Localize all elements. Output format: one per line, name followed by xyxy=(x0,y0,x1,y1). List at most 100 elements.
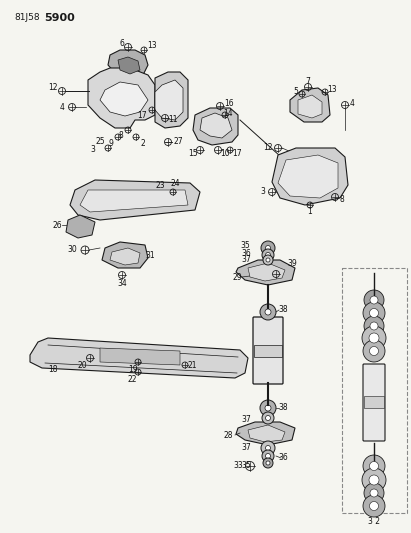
Text: 38: 38 xyxy=(278,305,288,314)
Text: 3: 3 xyxy=(261,188,266,197)
Text: 12: 12 xyxy=(263,143,273,152)
Circle shape xyxy=(363,302,385,324)
Text: 2: 2 xyxy=(141,139,145,148)
Text: 38: 38 xyxy=(278,403,288,413)
Text: 39: 39 xyxy=(287,259,297,268)
Text: 29: 29 xyxy=(232,272,242,281)
Polygon shape xyxy=(248,425,285,442)
Text: 37: 37 xyxy=(241,443,251,453)
Circle shape xyxy=(364,290,384,310)
Circle shape xyxy=(370,322,378,330)
Circle shape xyxy=(262,412,274,424)
Text: 18: 18 xyxy=(48,366,58,375)
Circle shape xyxy=(262,450,274,462)
Polygon shape xyxy=(298,95,322,118)
Polygon shape xyxy=(278,155,338,198)
Polygon shape xyxy=(30,338,248,378)
Text: 3 2: 3 2 xyxy=(368,516,380,526)
Polygon shape xyxy=(248,263,285,281)
Circle shape xyxy=(263,458,273,468)
Text: 27: 27 xyxy=(173,138,183,147)
Circle shape xyxy=(370,296,378,304)
Polygon shape xyxy=(102,242,148,268)
Text: 35: 35 xyxy=(241,461,251,470)
Polygon shape xyxy=(100,82,148,116)
Text: 22: 22 xyxy=(127,376,137,384)
Circle shape xyxy=(266,258,270,262)
Text: 37: 37 xyxy=(241,255,251,264)
Text: 34: 34 xyxy=(117,279,127,287)
Circle shape xyxy=(369,309,379,318)
FancyBboxPatch shape xyxy=(254,345,282,357)
Polygon shape xyxy=(70,180,200,220)
Polygon shape xyxy=(236,422,295,445)
FancyBboxPatch shape xyxy=(364,396,384,408)
Circle shape xyxy=(362,326,386,350)
Text: 10: 10 xyxy=(220,149,230,157)
Circle shape xyxy=(266,446,270,450)
Circle shape xyxy=(364,483,384,503)
Circle shape xyxy=(266,461,270,465)
Text: 17: 17 xyxy=(232,149,242,157)
Text: 30: 30 xyxy=(67,246,77,254)
Text: 28: 28 xyxy=(223,431,233,440)
Text: 13: 13 xyxy=(327,85,337,94)
Circle shape xyxy=(263,255,273,265)
Circle shape xyxy=(260,400,276,416)
Circle shape xyxy=(262,249,274,261)
Circle shape xyxy=(369,333,379,343)
Text: 3: 3 xyxy=(90,144,95,154)
Circle shape xyxy=(266,253,270,257)
Text: 4: 4 xyxy=(60,102,65,111)
Polygon shape xyxy=(100,348,180,365)
Circle shape xyxy=(362,468,386,492)
Text: 4: 4 xyxy=(350,99,354,108)
Circle shape xyxy=(266,416,270,421)
Polygon shape xyxy=(272,148,348,205)
Text: 81J58: 81J58 xyxy=(14,13,39,22)
Text: 5: 5 xyxy=(293,86,298,95)
Text: 25: 25 xyxy=(95,138,105,147)
Text: 9: 9 xyxy=(109,139,113,148)
Text: 31: 31 xyxy=(145,251,155,260)
Polygon shape xyxy=(236,260,295,285)
Text: 36: 36 xyxy=(241,248,251,257)
Text: 35: 35 xyxy=(240,240,250,249)
Text: 33: 33 xyxy=(233,462,243,471)
Text: 16: 16 xyxy=(224,99,234,108)
Text: 8: 8 xyxy=(119,132,123,141)
Text: 8: 8 xyxy=(339,196,344,205)
Text: 26: 26 xyxy=(52,221,62,230)
Circle shape xyxy=(369,346,379,356)
Polygon shape xyxy=(66,215,95,238)
Circle shape xyxy=(261,441,275,455)
Polygon shape xyxy=(200,113,232,138)
Text: 13: 13 xyxy=(147,41,157,50)
Circle shape xyxy=(363,455,385,477)
Circle shape xyxy=(265,405,271,411)
Text: 12: 12 xyxy=(48,84,58,93)
Polygon shape xyxy=(290,88,330,122)
Circle shape xyxy=(369,462,379,471)
Text: 5900: 5900 xyxy=(44,13,75,23)
Circle shape xyxy=(266,246,270,251)
Circle shape xyxy=(370,489,378,497)
Polygon shape xyxy=(80,190,188,212)
Text: 36: 36 xyxy=(278,454,288,463)
Circle shape xyxy=(363,340,385,362)
Circle shape xyxy=(265,309,271,315)
FancyBboxPatch shape xyxy=(363,364,385,441)
Circle shape xyxy=(261,241,275,255)
Polygon shape xyxy=(108,50,148,80)
Text: 14: 14 xyxy=(223,109,233,117)
Text: 6: 6 xyxy=(120,38,125,47)
Circle shape xyxy=(364,316,384,336)
Text: 1: 1 xyxy=(307,207,312,216)
Polygon shape xyxy=(88,68,155,128)
Circle shape xyxy=(363,495,385,517)
Text: 15: 15 xyxy=(188,149,198,157)
Text: 21: 21 xyxy=(187,360,197,369)
Text: 20: 20 xyxy=(77,361,87,370)
Polygon shape xyxy=(193,108,238,145)
Bar xyxy=(342,268,407,513)
